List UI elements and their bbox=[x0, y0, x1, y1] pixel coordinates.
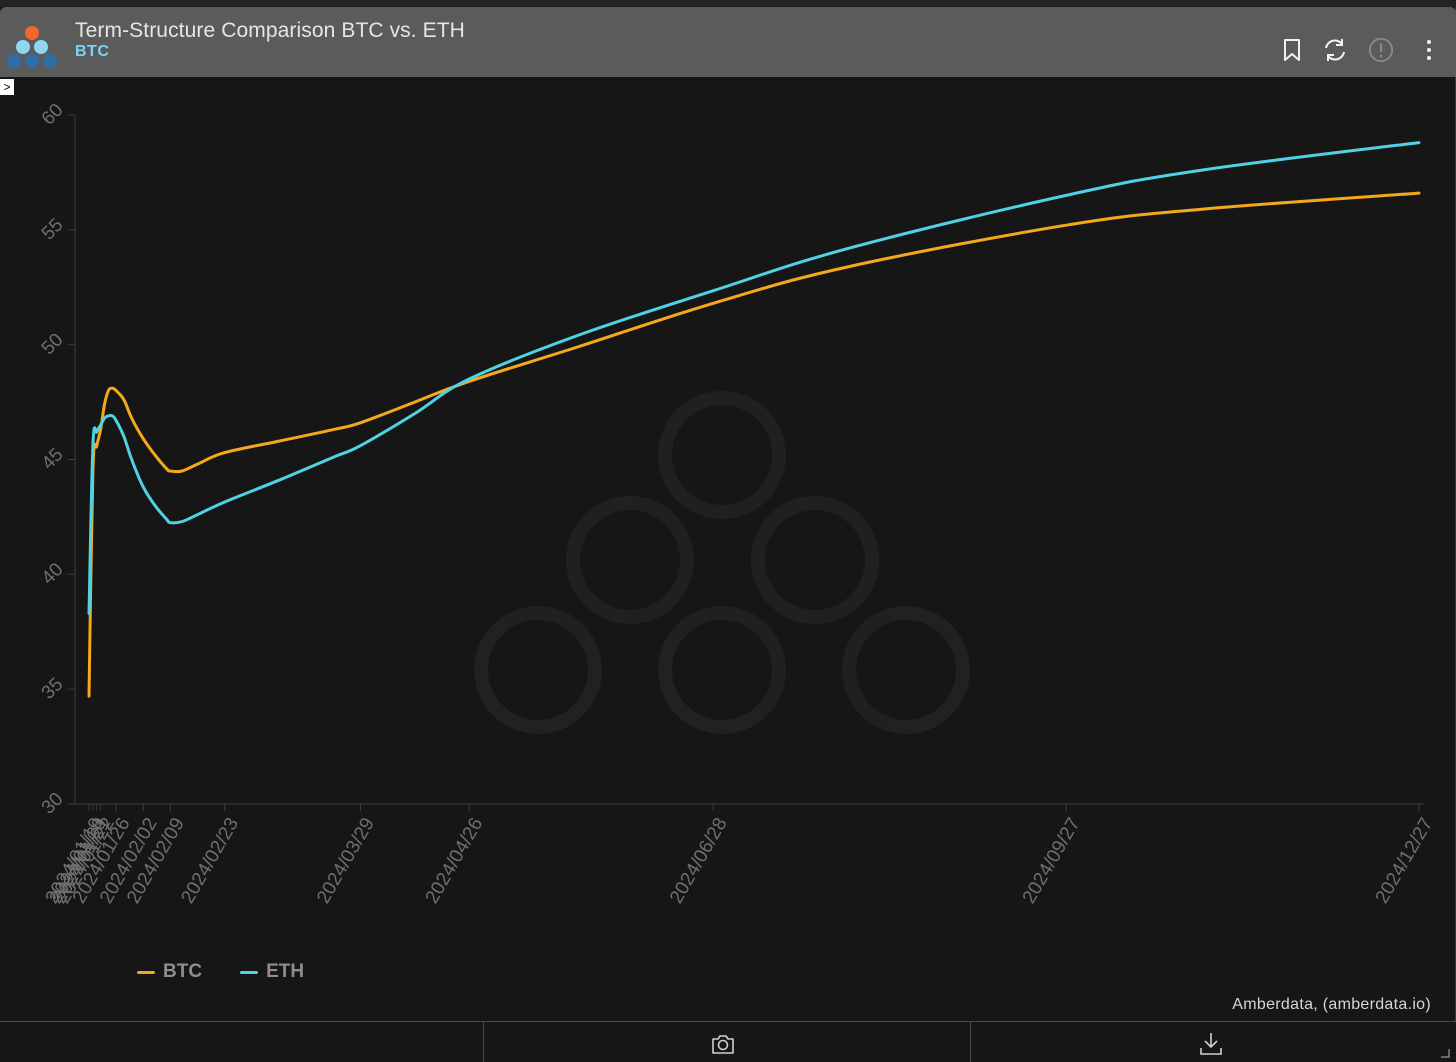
x-tick-label: 2024/03/29 bbox=[313, 814, 379, 907]
footer-divider bbox=[970, 1022, 971, 1062]
legend-item-btc[interactable]: BTC bbox=[137, 958, 202, 986]
footer-divider bbox=[483, 1022, 484, 1062]
series-line-btc bbox=[87, 191, 1421, 698]
watermark-logo bbox=[474, 391, 970, 734]
bookmark-icon[interactable] bbox=[1279, 36, 1305, 64]
x-tick-label: 2024/06/28 bbox=[666, 814, 732, 907]
refresh-icon[interactable] bbox=[1322, 36, 1348, 64]
chart-subtitle[interactable]: BTC bbox=[75, 43, 110, 60]
more-vertical-icon[interactable] bbox=[1416, 36, 1442, 64]
y-tick-label: 50 bbox=[38, 329, 68, 359]
legend-label-btc: BTC bbox=[163, 961, 203, 982]
y-tick-label: 45 bbox=[38, 444, 68, 474]
y-tick-label: 60 bbox=[38, 100, 68, 130]
chart-title: Term-Structure Comparison BTC vs. ETH bbox=[75, 19, 465, 42]
download-icon[interactable] bbox=[1197, 1030, 1225, 1058]
legend-item-eth[interactable]: ETH bbox=[240, 958, 304, 986]
term-structure-chart: 303540455055602024/01/192024/01/202024/0… bbox=[38, 100, 1438, 907]
panel-footer bbox=[0, 1021, 1456, 1062]
chart-legend: BTC ETH bbox=[137, 958, 304, 986]
top-strip bbox=[0, 0, 1456, 7]
legend-label-eth: ETH bbox=[266, 961, 305, 982]
y-tick-label: 40 bbox=[38, 559, 68, 589]
camera-icon[interactable] bbox=[709, 1030, 737, 1058]
series-line-eth bbox=[87, 141, 1421, 615]
x-tick-label: 2024/04/26 bbox=[422, 814, 488, 907]
data-source-credit[interactable]: Amberdata, (amberdata.io) bbox=[1232, 996, 1431, 1013]
x-tick-label: 2024/09/27 bbox=[1019, 814, 1085, 907]
legend-swatch-btc bbox=[137, 970, 155, 974]
x-tick-label: 2024/12/27 bbox=[1372, 814, 1438, 907]
y-tick-label: 30 bbox=[38, 789, 68, 819]
y-tick-label: 35 bbox=[38, 674, 68, 704]
sidebar-toggle-chevron-right-icon[interactable]: > bbox=[0, 79, 14, 95]
resize-handle-icon[interactable] bbox=[1440, 1048, 1450, 1058]
amberdata-logo-icon bbox=[7, 26, 57, 68]
y-tick-label: 55 bbox=[38, 215, 68, 245]
panel-header: Term-Structure Comparison BTC vs. ETH BT… bbox=[0, 7, 1456, 77]
legend-swatch-eth bbox=[240, 970, 259, 974]
alert-circle-icon[interactable] bbox=[1368, 36, 1394, 64]
x-tick-label: 2024/02/23 bbox=[177, 814, 243, 907]
